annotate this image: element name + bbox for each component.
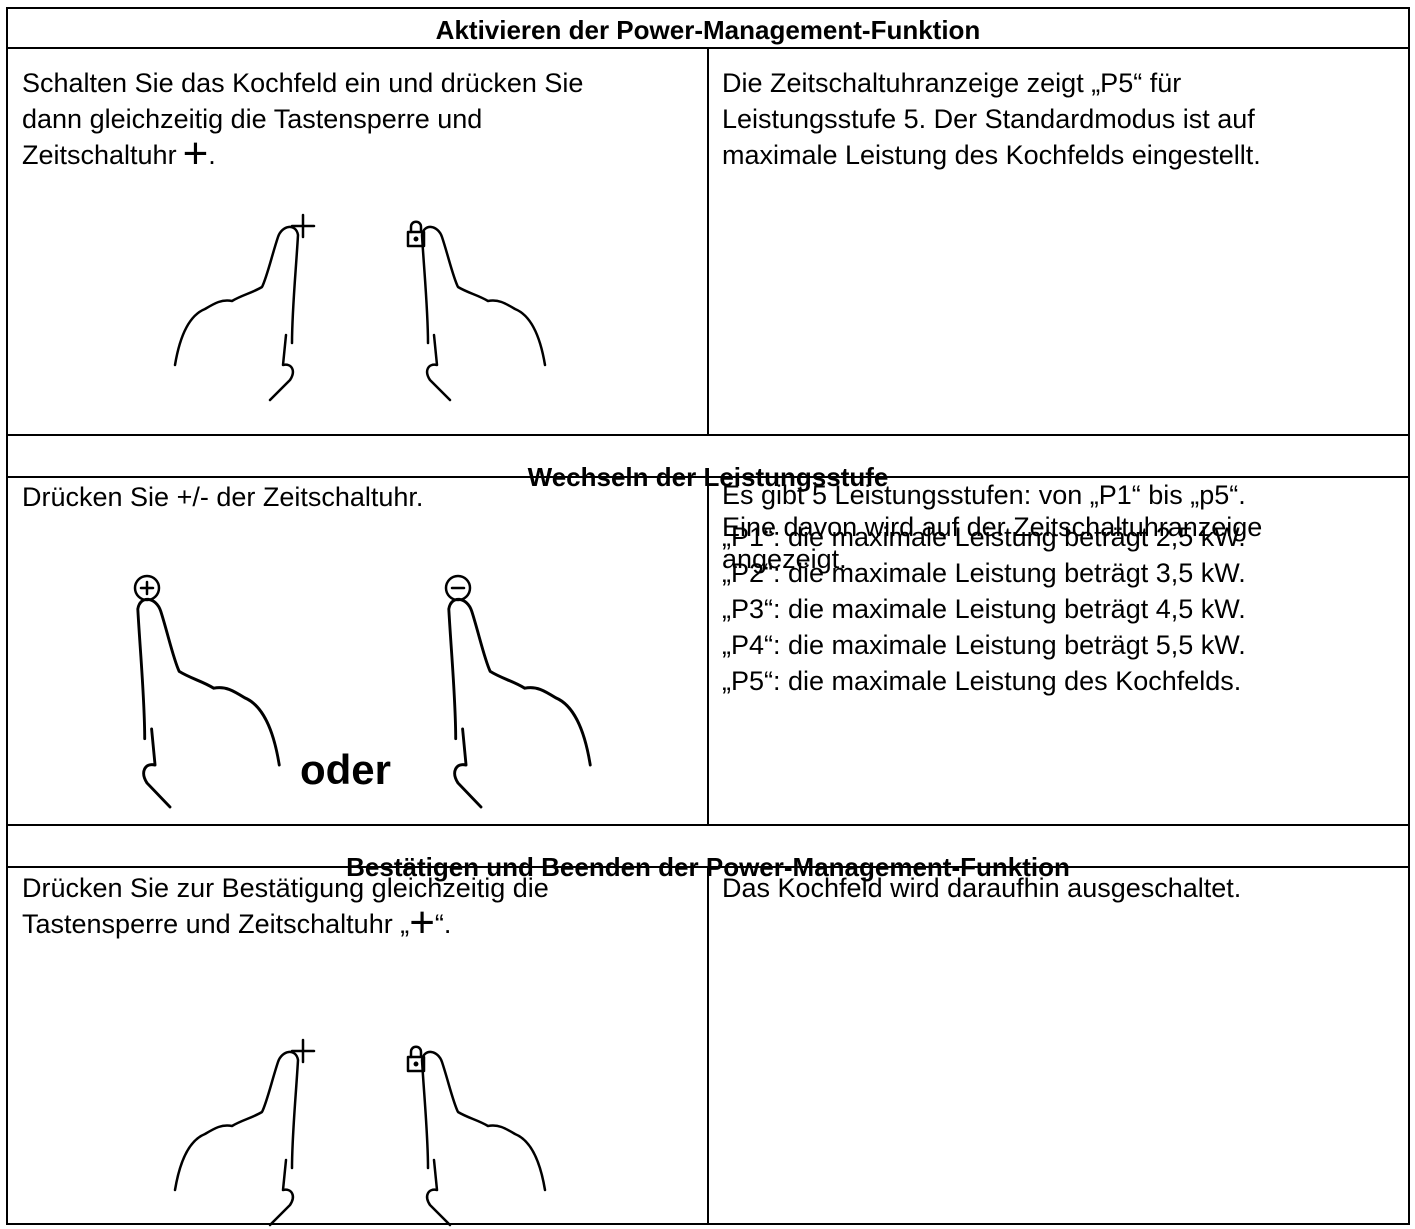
text-line: Tastensperre und Zeitschaltuhr „+“. xyxy=(22,901,549,945)
list-item: „P2“: die maximale Leistung beträgt 3,5 … xyxy=(722,558,1246,588)
text-line: Drücken Sie +/- der Zeitschaltuhr. xyxy=(22,482,424,512)
text-line: Schalten Sie das Kochfeld ein und drücke… xyxy=(22,68,584,98)
text-line: Zeitschaltuhr +. xyxy=(22,132,583,176)
column-border xyxy=(707,477,709,825)
hand-drawing xyxy=(420,1050,547,1227)
left-cell: Drücken Sie +/- der Zeitschaltuhr. xyxy=(22,479,423,515)
paragraph: Es gibt 5 Leistungsstufen: von „P1“ bis … xyxy=(722,479,1262,574)
minus-button-icon xyxy=(444,574,472,602)
section-heading: Aktivieren der Power-Management-Funktion xyxy=(435,15,981,45)
text: Zeitschaltuhr xyxy=(22,140,177,170)
list-item: „P4“: die maximale Leistung beträgt 5,5 … xyxy=(722,630,1246,660)
right-cell: Es gibt 5 Leistungsstufen: von „P1“ bis … xyxy=(722,479,1262,696)
list-item: „P3“: die maximale Leistung beträgt 4,5 … xyxy=(722,594,1246,624)
row-border xyxy=(6,434,1410,436)
text-line: Es gibt 5 Leistungsstufen: von „P1“ bis … xyxy=(722,480,1246,510)
plus-button-icon xyxy=(139,580,155,596)
left-cell: Schalten Sie das Kochfeld ein und drücke… xyxy=(22,65,584,176)
section-heading: Bestätigen und Beenden der Power-Managem… xyxy=(346,852,1070,882)
table xyxy=(6,7,1410,1225)
plus-icon xyxy=(290,1038,316,1064)
hand-drawing xyxy=(136,597,281,809)
text: . xyxy=(208,140,216,170)
list-item: „P1“: die maximale Leistung beträgt 2,5 … xyxy=(722,522,1246,552)
text: “. xyxy=(434,909,452,939)
plus-icon xyxy=(290,213,316,239)
text-line: Die Zeitschaltuhranzeige zeigt „P5“ für xyxy=(722,68,1182,98)
text-line: maximale Leistung des Kochfelds eingeste… xyxy=(722,140,1261,170)
text-line: Leistungsstufe 5. Der Standardmodus ist … xyxy=(722,104,1255,134)
list-item: „P5“: die maximale Leistung des Kochfeld… xyxy=(722,666,1242,696)
plus-symbol: + xyxy=(409,898,435,947)
left-cell: Drücken Sie zur Bestätigung gleichzeitig… xyxy=(22,870,549,945)
right-cell: Die Zeitschaltuhranzeige zeigt „P5“ für … xyxy=(722,65,1261,173)
hand-drawing xyxy=(420,225,547,402)
level-list: „P1“: die maximale Leistung beträgt 2,5 … xyxy=(722,519,1262,696)
right-cell: Das Kochfeld wird daraufhin ausgeschalte… xyxy=(722,870,1241,906)
text-line: Eine davon wird auf der Zeitschaltuhranz… xyxy=(722,512,1263,542)
separator-text: oder xyxy=(300,746,392,793)
hand-drawing xyxy=(173,1050,300,1227)
text-line: Drücken Sie zur Bestätigung gleichzeitig… xyxy=(22,873,549,903)
plus-symbol: + xyxy=(182,129,209,178)
text-line: dann gleichzeitig die Tastensperre und xyxy=(22,104,483,134)
section-heading: Wechseln der Leistungsstufe xyxy=(527,462,889,492)
column-border xyxy=(707,867,709,1223)
text: Tastensperre und Zeitschaltuhr „ xyxy=(22,909,410,939)
column-border xyxy=(707,48,709,435)
row-border xyxy=(6,824,1410,826)
plus-button-icon xyxy=(133,574,161,602)
hand-drawing xyxy=(173,225,300,402)
text-line: Das Kochfeld wird daraufhin ausgeschalte… xyxy=(722,873,1242,903)
text-line: angezeigt. xyxy=(722,544,847,574)
hand-drawing xyxy=(447,597,592,809)
